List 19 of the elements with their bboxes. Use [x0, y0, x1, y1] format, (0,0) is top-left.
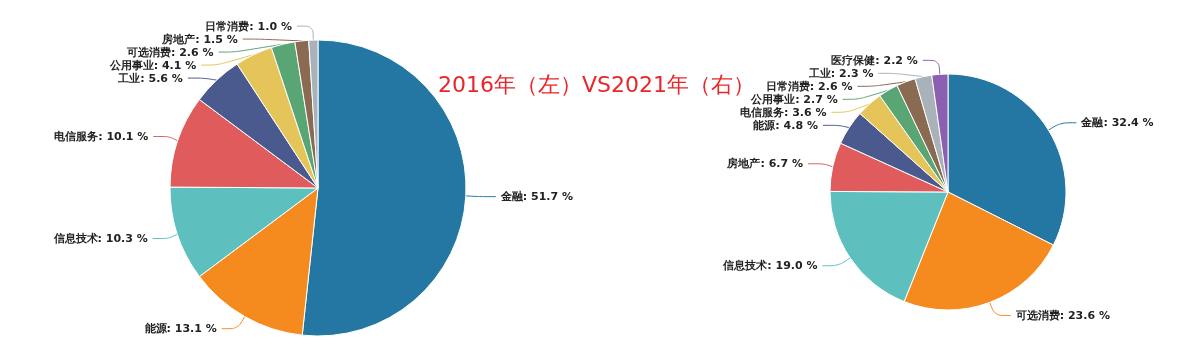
slice-label: 医疗保健: 2.2 %: [831, 53, 918, 67]
slice-label: 工业: 2.3 %: [807, 66, 874, 80]
slice-label: 能源: 4.8 %: [753, 118, 818, 132]
slice-label: 能源: 13.1 %: [144, 322, 217, 336]
slice-label: 房地产: 1.5 %: [161, 32, 238, 46]
slice-label: 日常消费: 2.6 %: [765, 79, 853, 93]
slice-label: 可选消费: 2.6 %: [125, 45, 214, 59]
slice-label: 信息技术: 10.3 %: [52, 232, 148, 246]
slice-label: 信息技术: 19.0 %: [722, 259, 818, 273]
slice-label: 电信服务: 10.1 %: [54, 129, 149, 143]
slice-label: 公用事业: 2.7 %: [750, 92, 838, 106]
slice-label: 金融: 51.7 %: [499, 190, 573, 204]
slice-label: 工业: 5.6 %: [117, 71, 183, 85]
slice-label: 房地产: 6.7 %: [726, 157, 804, 171]
slice-label: 日常消费: 1.0 %: [205, 19, 292, 33]
slice-label: 公用事业: 4.1 %: [108, 58, 197, 72]
slice-label: 电信服务: 3.6 %: [739, 105, 827, 119]
slice-label: 可选消费: 23.6 %: [1014, 308, 1110, 322]
slice-label: 金融: 32.4 %: [1080, 116, 1154, 130]
